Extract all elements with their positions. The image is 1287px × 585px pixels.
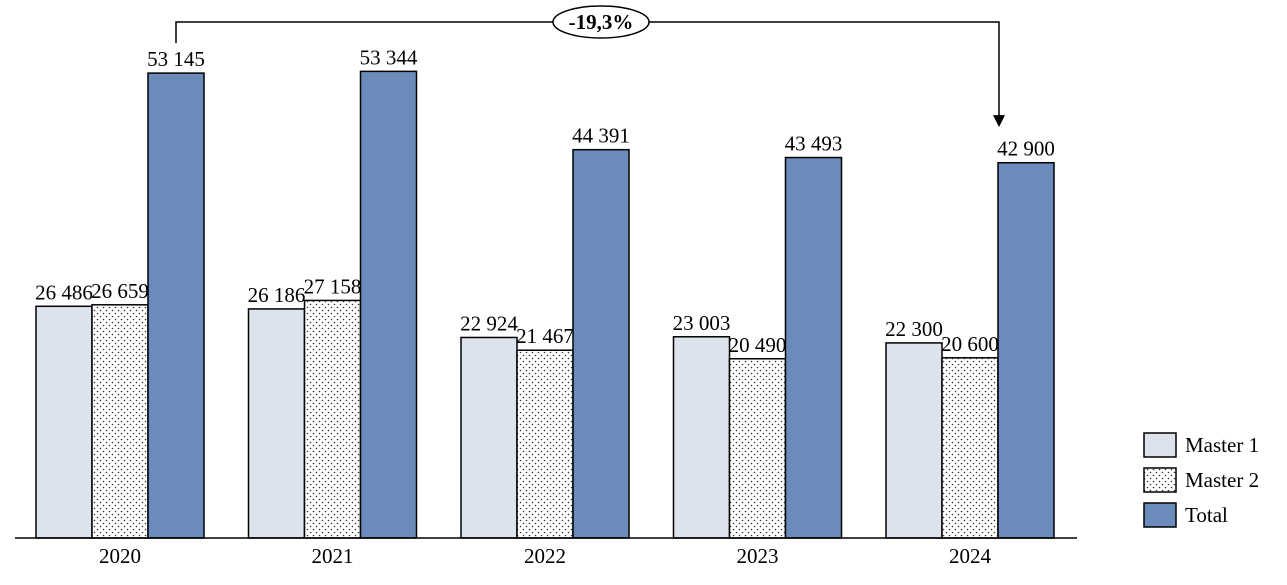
legend-swatch-master-2 [1143, 467, 1177, 493]
legend-swatch-total [1143, 502, 1177, 528]
value-label-master-1-2023: 23 003 [673, 311, 731, 335]
legend-swatch-master-1 [1143, 432, 1177, 458]
bar-master-2-2023 [728, 358, 787, 539]
value-label-total-2021: 53 344 [360, 45, 418, 69]
bar-master-1-2022 [460, 336, 518, 539]
bar-total-2021 [359, 70, 418, 539]
value-label-master-2-2022: 21 467 [516, 324, 574, 348]
x-tick-label-2020: 2020 [99, 544, 141, 568]
value-label-master-2-2024: 20 600 [941, 332, 999, 356]
bar-master-2-2024 [941, 357, 999, 539]
bar-total-2020 [147, 72, 205, 539]
bar-total-2022 [572, 148, 630, 539]
value-label-master-2-2020: 26 659 [91, 279, 149, 303]
change-percent-label: -19,3% [569, 10, 634, 34]
bar-total-2023 [784, 156, 843, 539]
value-label-total-2020: 53 145 [147, 47, 205, 71]
bar-total-2024 [997, 161, 1055, 539]
bar-master-1-2021 [247, 308, 306, 539]
x-tick-label-2023: 2023 [737, 544, 779, 568]
value-label-master-2-2021: 27 158 [304, 274, 362, 298]
x-tick-label-2024: 2024 [949, 544, 992, 568]
value-label-total-2024: 42 900 [997, 137, 1055, 161]
legend-label-master-2: Master 2 [1185, 468, 1259, 492]
value-label-total-2022: 44 391 [572, 124, 630, 148]
value-label-total-2023: 43 493 [785, 132, 843, 156]
legend-label-master-1: Master 1 [1185, 433, 1259, 457]
value-label-master-2-2023: 20 490 [729, 333, 787, 357]
bar-master-2-2021 [303, 299, 362, 539]
value-label-master-1-2020: 26 486 [35, 280, 93, 304]
bar-master-1-2024 [885, 342, 943, 539]
bar-master-1-2023 [672, 336, 731, 539]
x-tick-label-2021: 2021 [312, 544, 354, 568]
x-tick-label-2022: 2022 [524, 544, 566, 568]
value-label-master-1-2022: 22 924 [460, 311, 518, 335]
bar-master-2-2020 [91, 304, 149, 539]
bar-master-2-2022 [516, 349, 574, 539]
bar-master-1-2020 [35, 305, 93, 539]
value-label-master-1-2021: 26 186 [248, 283, 306, 307]
value-label-master-1-2024: 22 300 [885, 317, 943, 341]
legend-label-total: Total [1185, 503, 1228, 527]
change-badge [552, 5, 650, 39]
